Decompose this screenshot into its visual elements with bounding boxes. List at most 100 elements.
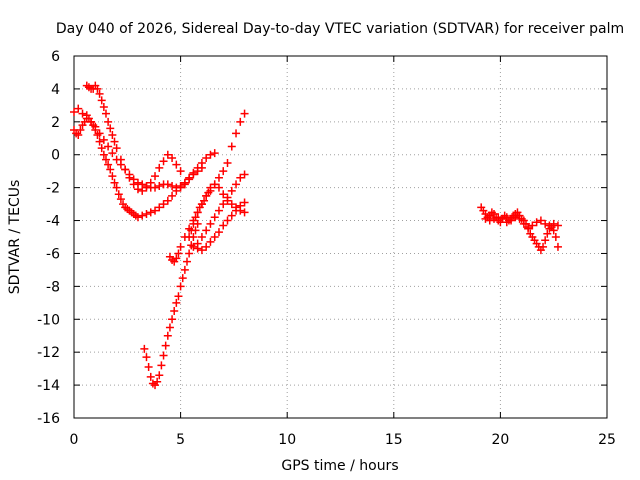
- data-point: [112, 144, 121, 153]
- data-point: [151, 183, 160, 192]
- data-point: [219, 200, 228, 209]
- data-point: [174, 249, 183, 258]
- data-point: [163, 150, 172, 159]
- y-axis: 6 4 2 0 -2 -4 -6 -8 -10 -12 -14 -16: [37, 49, 607, 427]
- data-point: [180, 265, 189, 274]
- data-point: [76, 126, 85, 135]
- series-arc-3: [82, 81, 185, 195]
- data-point: [541, 219, 550, 228]
- data-point: [146, 372, 155, 381]
- data-point: [511, 213, 520, 222]
- data-point: [110, 137, 119, 146]
- data-point: [481, 214, 490, 223]
- series-arc-10: [481, 213, 562, 232]
- data-point: [155, 203, 164, 212]
- data-point: [219, 190, 228, 199]
- data-point: [193, 208, 202, 217]
- data-point: [232, 129, 241, 138]
- data-point: [507, 216, 516, 225]
- data-point: [121, 165, 130, 174]
- data-point: [202, 242, 211, 251]
- data-point: [176, 282, 185, 291]
- data-point: [97, 144, 106, 153]
- data-point: [74, 104, 83, 113]
- data-point: [498, 214, 507, 223]
- data-point: [214, 206, 223, 215]
- data-point: [114, 190, 123, 199]
- data-point: [95, 89, 104, 98]
- data-point: [172, 160, 181, 169]
- data-point: [93, 84, 102, 93]
- x-axis: 0 5 10 15 20 25: [70, 56, 616, 448]
- y-tick-label: -6: [46, 246, 60, 262]
- data-point: [532, 218, 541, 227]
- data-point: [227, 186, 236, 195]
- data-point: [172, 298, 181, 307]
- data-point: [541, 236, 550, 245]
- plot-frame: [73, 55, 608, 419]
- data-point: [133, 213, 142, 222]
- y-tick-label: 0: [51, 148, 60, 164]
- data-point: [240, 208, 249, 217]
- data-point: [223, 193, 232, 202]
- data-point: [138, 186, 147, 195]
- x-tick-label: 20: [491, 432, 509, 448]
- data-point: [214, 173, 223, 182]
- data-point: [106, 165, 115, 174]
- data-point: [70, 107, 78, 116]
- data-point: [240, 170, 249, 179]
- data-point: [99, 135, 108, 144]
- data-point: [161, 341, 170, 350]
- data-point: [219, 167, 228, 176]
- grid: [74, 56, 607, 418]
- data-point: [240, 109, 249, 118]
- x-tick-label: 10: [278, 432, 296, 448]
- y-tick-label: -14: [37, 378, 60, 394]
- data-point: [189, 168, 198, 177]
- data-point: [116, 155, 125, 164]
- data-point: [153, 377, 162, 386]
- data-point: [549, 219, 558, 228]
- data-point: [191, 213, 200, 222]
- data-point: [168, 154, 177, 163]
- data-point: [236, 117, 245, 126]
- data-point: [163, 196, 172, 205]
- y-tick-label: -8: [46, 279, 60, 295]
- data-point: [151, 172, 160, 181]
- data-point: [206, 219, 215, 228]
- data-point: [494, 213, 503, 222]
- data-point: [155, 371, 164, 380]
- data-point: [210, 149, 219, 158]
- y-tick-label: -12: [37, 345, 60, 361]
- data-point: [157, 361, 166, 370]
- data-point: [223, 158, 232, 167]
- data-point: [180, 178, 189, 187]
- data-point: [172, 254, 181, 263]
- y-tick-label: 6: [51, 49, 60, 65]
- data-point: [151, 206, 160, 215]
- data-point: [108, 130, 117, 139]
- data-point: [159, 200, 168, 209]
- data-point: [163, 331, 172, 340]
- data-point: [197, 233, 206, 241]
- data-point: [214, 183, 223, 192]
- data-point: [236, 173, 245, 182]
- data-point: [99, 103, 108, 112]
- data-point: [104, 160, 113, 169]
- data-point: [176, 167, 185, 176]
- data-point: [193, 244, 202, 253]
- data-point: [206, 183, 215, 192]
- data-point: [168, 181, 177, 190]
- data-point: [95, 129, 104, 138]
- data-point: [206, 237, 215, 246]
- data-point: [106, 124, 115, 133]
- data-point: [236, 201, 245, 210]
- data-point: [110, 178, 119, 187]
- data-point: [502, 218, 511, 227]
- data-point: [182, 257, 191, 266]
- x-tick-label: 15: [385, 432, 403, 448]
- data-point: [553, 242, 562, 251]
- data-point: [168, 315, 177, 324]
- data-point: [95, 137, 104, 146]
